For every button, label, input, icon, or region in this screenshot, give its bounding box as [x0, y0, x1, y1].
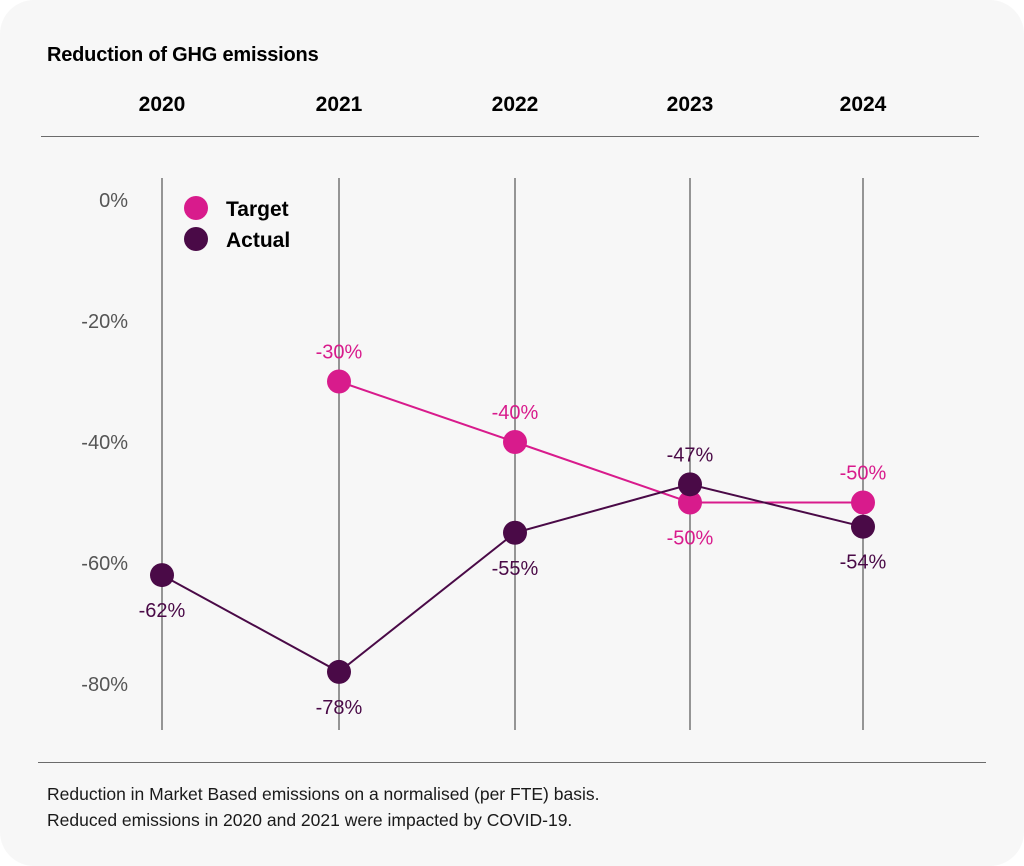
- point-target-2022: [503, 430, 527, 454]
- data-label-target-2024: -50%: [840, 463, 887, 485]
- point-actual-2023: [678, 472, 702, 497]
- y-tick-label: -40%: [81, 432, 128, 454]
- legend-marker-actual: [184, 227, 208, 251]
- point-target-2021: [327, 369, 351, 394]
- point-target-2023: [678, 490, 702, 515]
- data-label-actual-2021: -78%: [316, 697, 363, 719]
- series-line-target: [338, 380, 863, 504]
- data-label-actual-2022: -55%: [492, 558, 539, 580]
- y-tick-label: -80%: [81, 674, 128, 696]
- year-label-2022: 2022: [491, 93, 539, 116]
- data-label-target-2021: -30%: [316, 342, 363, 364]
- header-divider: [41, 136, 979, 137]
- footnote: Reduction in Market Based emissions on a…: [47, 781, 599, 833]
- year-label-2024: 2024: [839, 93, 887, 116]
- legend-label-target: Target: [226, 198, 289, 221]
- footnote-line-1: Reduction in Market Based emissions on a…: [47, 784, 600, 804]
- year-label-2023: 2023: [666, 93, 714, 116]
- year-label-2021: 2021: [315, 93, 363, 116]
- y-tick-label: 0%: [99, 190, 128, 212]
- point-actual-2022: [503, 520, 527, 545]
- data-label-actual-2020: -62%: [139, 600, 186, 622]
- data-label-actual-2024: -54%: [840, 552, 887, 574]
- data-label-target-2023: -50%: [667, 528, 714, 550]
- footer-divider: [38, 762, 986, 763]
- y-tick-label: -60%: [81, 553, 128, 575]
- point-actual-2021: [327, 659, 351, 684]
- data-label-actual-2023: -47%: [667, 444, 714, 466]
- legend-marker-target: [184, 196, 208, 220]
- point-target-2024: [851, 490, 875, 515]
- year-label-2020: 2020: [138, 93, 186, 116]
- chart-title: Reduction of GHG emissions: [47, 44, 319, 66]
- footnote-line-2: Reduced emissions in 2020 and 2021 were …: [47, 810, 573, 830]
- data-label-target-2022: -40%: [492, 402, 539, 424]
- legend-label-actual: Actual: [226, 229, 290, 252]
- year-header: 2020 2021 2022 2023 2024: [0, 93, 1024, 123]
- point-actual-2024: [851, 514, 875, 539]
- y-tick-label: -20%: [81, 311, 128, 333]
- point-actual-2020: [150, 563, 174, 588]
